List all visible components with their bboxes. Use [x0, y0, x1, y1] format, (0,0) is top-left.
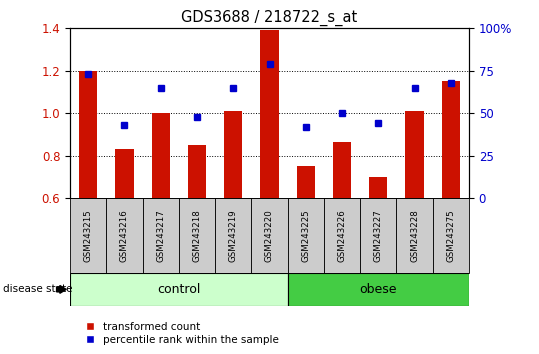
- Text: disease state: disease state: [3, 284, 72, 295]
- Text: GSM243220: GSM243220: [265, 209, 274, 262]
- Bar: [224, 111, 243, 198]
- Bar: [251, 198, 288, 273]
- Bar: [296, 166, 315, 198]
- Text: control: control: [157, 283, 201, 296]
- Bar: [260, 30, 279, 198]
- Bar: [442, 81, 460, 198]
- Text: GSM243226: GSM243226: [337, 209, 347, 262]
- Bar: [396, 198, 433, 273]
- Bar: [324, 198, 360, 273]
- Bar: [115, 149, 134, 198]
- Text: GSM243216: GSM243216: [120, 209, 129, 262]
- Bar: [179, 198, 215, 273]
- Bar: [333, 142, 351, 198]
- Bar: [143, 198, 179, 273]
- Text: GSM243217: GSM243217: [156, 209, 165, 262]
- Bar: [151, 113, 170, 198]
- Bar: [70, 198, 106, 273]
- Bar: [360, 198, 396, 273]
- Bar: [433, 198, 469, 273]
- Text: GSM243228: GSM243228: [410, 209, 419, 262]
- Text: GSM243225: GSM243225: [301, 209, 310, 262]
- Bar: [70, 273, 288, 306]
- Bar: [188, 145, 206, 198]
- Bar: [106, 198, 143, 273]
- Title: GDS3688 / 218722_s_at: GDS3688 / 218722_s_at: [182, 9, 357, 25]
- Bar: [288, 198, 324, 273]
- Text: GSM243275: GSM243275: [446, 209, 455, 262]
- Text: obese: obese: [360, 283, 397, 296]
- Bar: [405, 111, 424, 198]
- Text: GSM243227: GSM243227: [374, 209, 383, 262]
- Text: GSM243219: GSM243219: [229, 209, 238, 262]
- Bar: [369, 177, 388, 198]
- Bar: [288, 273, 469, 306]
- Bar: [215, 198, 251, 273]
- Text: GSM243218: GSM243218: [192, 209, 202, 262]
- Text: GSM243215: GSM243215: [84, 209, 93, 262]
- Legend: transformed count, percentile rank within the sample: transformed count, percentile rank withi…: [75, 318, 284, 349]
- Bar: [79, 71, 97, 198]
